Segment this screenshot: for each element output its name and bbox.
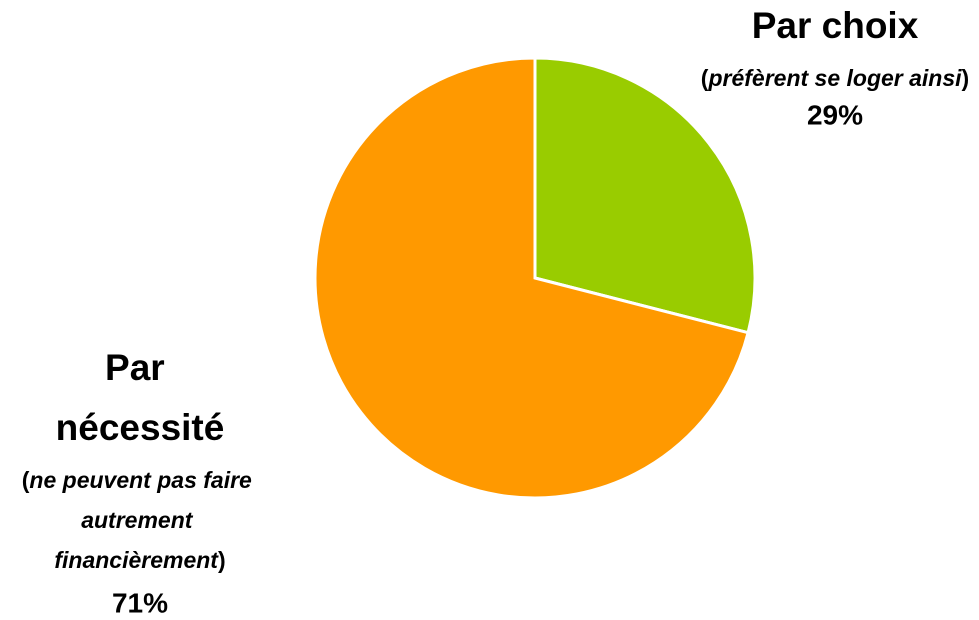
slice-note: (préfèrent se loger ainsi) <box>701 65 969 91</box>
slice-label: Par choix <box>752 5 919 46</box>
slice-note: (ne peuvent pas faire autrement financiè… <box>22 467 258 573</box>
pie-slice <box>533 56 757 335</box>
value-label: 71% <box>112 587 168 618</box>
slice-label: Par nécessité <box>56 347 225 448</box>
value-label: 29% <box>807 99 863 130</box>
pie-slice <box>313 56 750 500</box>
